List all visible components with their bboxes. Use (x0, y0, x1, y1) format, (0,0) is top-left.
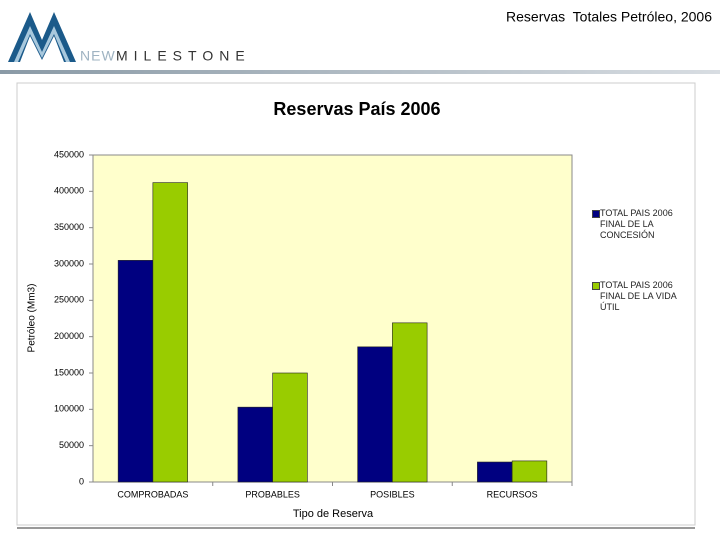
y-tick-label: 0 (79, 476, 84, 486)
y-tick-label: 50000 (59, 440, 84, 450)
y-tick-label: 200000 (54, 331, 84, 341)
legend-swatch (592, 210, 600, 218)
bar (357, 346, 393, 483)
slide-title: Reservas Totales Petróleo, 2006 (506, 9, 712, 25)
x-tick-label: RECURSOS (487, 489, 538, 499)
logo: NEW MILESTONE (8, 12, 251, 64)
bar (272, 372, 308, 483)
legend-label: TOTAL PAIS 2006 FINAL DE LA CONCESIÓN (600, 208, 673, 240)
y-tick-label: 150000 (54, 367, 84, 377)
y-tick-label: 350000 (54, 222, 84, 232)
y-tick-label: 100000 (54, 404, 84, 414)
x-tick-label: PROBABLES (245, 489, 300, 499)
x-axis-label: Tipo de Reserva (293, 508, 374, 520)
y-tick-label: 250000 (54, 295, 84, 305)
y-axis-label: Petróleo (Mm3) (27, 284, 38, 353)
bar (152, 182, 188, 483)
y-tick-label: 450000 (54, 149, 84, 159)
header-rule (0, 70, 720, 74)
legend-swatch (592, 282, 600, 290)
bar (117, 260, 154, 483)
bar (237, 406, 273, 483)
y-tick-label: 300000 (54, 258, 84, 268)
x-tick-label: COMPROBADAS (117, 489, 188, 499)
legend-entry: TOTAL PAIS 2006 FINAL DE LA CONCESIÓN (592, 208, 692, 241)
legend-label: TOTAL PAIS 2006 FINAL DE LA VIDA ÚTIL (600, 280, 677, 312)
bar (511, 460, 548, 483)
x-tick-label: POSIBLES (370, 489, 415, 499)
bar (477, 461, 513, 483)
legend-entry: TOTAL PAIS 2006 FINAL DE LA VIDA ÚTIL (592, 280, 692, 313)
y-tick-label: 400000 (54, 186, 84, 196)
chart-title: Reservas País 2006 (273, 99, 440, 119)
logo-text: MILESTONE (116, 48, 251, 64)
logo-text: NEW (80, 48, 116, 64)
bar (392, 322, 428, 483)
